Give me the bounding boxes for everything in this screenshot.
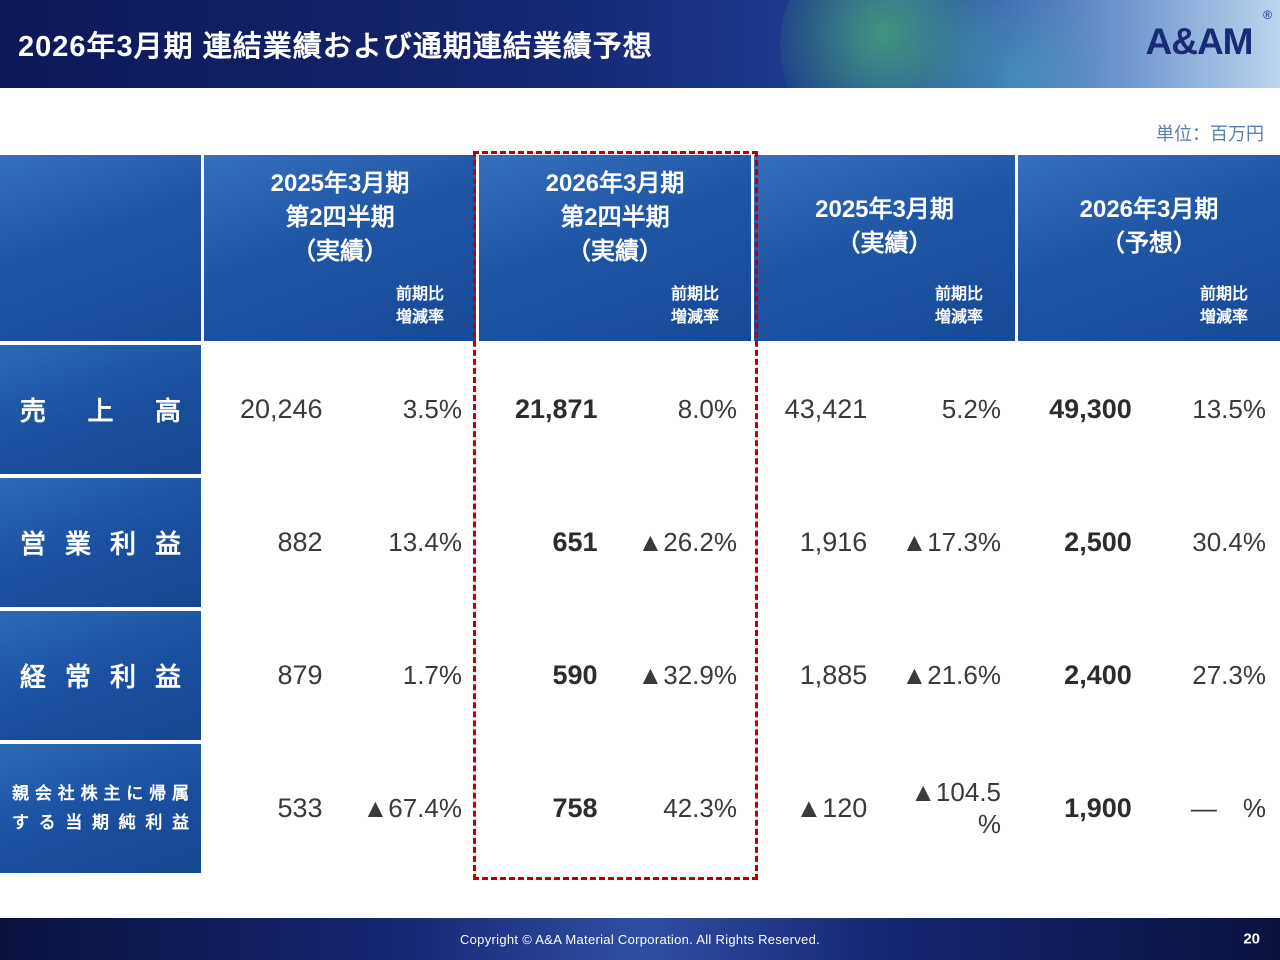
header-decoration-teal-circle bbox=[920, 0, 1110, 88]
unit-label: 単位：百万円 bbox=[1156, 124, 1264, 144]
value-cell: 43,421 bbox=[784, 394, 868, 424]
col-header-fy2026-full-forecast: 2026年3月期 （予想） 前期比 増減率 bbox=[1018, 155, 1280, 341]
pct-cell: ▲67.4% bbox=[362, 792, 462, 823]
value-cell: 879 bbox=[277, 660, 323, 690]
col-sublabel-yoy: 前期比 増減率 bbox=[1199, 286, 1248, 326]
logo-text: A&AM bbox=[1145, 21, 1254, 62]
row-label-text: 親会社株主に帰属 する当期純利益 bbox=[12, 783, 189, 832]
cell-group-highlighted: 590 ▲32.9% bbox=[479, 611, 751, 740]
pct-cell: 13.5% bbox=[1192, 393, 1266, 424]
table-row-net-sales: 売 上 高 20,246 3.5% 21,871 8.0% 43,421 5.2… bbox=[0, 345, 1280, 474]
row-label-ordinary-income: 経 常 利 益 bbox=[0, 611, 201, 740]
pct-cell: ▲104.5 % bbox=[910, 777, 1001, 839]
table-header-row: 2025年3月期 第2四半期 （実績） 前期比 増減率 2026年3月期 第2四… bbox=[0, 155, 1280, 341]
row-label-text: 経 常 利 益 bbox=[20, 662, 181, 692]
title-bar: 2026年3月期 連結業績および通期連結業績予想 A&AM ® bbox=[0, 0, 1280, 88]
value-cell: 590 bbox=[552, 660, 598, 690]
header-decoration-green-circle bbox=[780, 0, 1010, 88]
pct-cell: ▲21.6% bbox=[901, 659, 1001, 690]
cell-group: 1,885 ▲21.6% bbox=[754, 611, 1015, 740]
row-label-text: 営 業 利 益 bbox=[20, 529, 181, 559]
value-cell: 20,246 bbox=[239, 394, 323, 424]
value-cell: 2,400 bbox=[1064, 660, 1132, 690]
col-sublabel-yoy: 前期比 増減率 bbox=[395, 286, 444, 326]
table-row-net-income: 親会社株主に帰属 する当期純利益 533 ▲67.4% 758 42.3% ▲1… bbox=[0, 744, 1280, 873]
pct-cell: ▲32.9% bbox=[637, 659, 737, 690]
cell-group-highlighted: 21,871 8.0% bbox=[479, 345, 751, 474]
table-row-operating-income: 営 業 利 益 882 13.4% 651 ▲26.2% 1,916 ▲17.3… bbox=[0, 478, 1280, 607]
cell-group: 49,300 13.5% bbox=[1018, 345, 1280, 474]
value-cell: 21,871 bbox=[514, 394, 598, 424]
page-number: 20 bbox=[1243, 930, 1260, 948]
col-header-fy2026-h1-actual: 2026年3月期 第2四半期 （実績） 前期比 増減率 bbox=[479, 155, 751, 341]
col-title: 2025年3月期 第2四半期 （実績） bbox=[270, 170, 410, 266]
col-sublabel-yoy: 前期比 増減率 bbox=[670, 286, 719, 326]
registered-trademark-icon: ® bbox=[1263, 8, 1272, 22]
value-cell: 758 bbox=[552, 793, 598, 823]
copyright-text: Copyright © A&A Material Corporation. Al… bbox=[459, 931, 821, 947]
pct-cell: ▲17.3% bbox=[901, 526, 1001, 557]
cell-group: 882 13.4% bbox=[204, 478, 476, 607]
value-cell: 882 bbox=[277, 527, 323, 557]
table-corner-cell bbox=[0, 155, 201, 341]
col-title: 2026年3月期 （予想） bbox=[1079, 196, 1219, 258]
cell-group: 1,900 ― % bbox=[1018, 744, 1280, 873]
row-label-text: 売 上 高 bbox=[20, 396, 181, 426]
cell-group: 43,421 5.2% bbox=[754, 345, 1015, 474]
col-title: 2026年3月期 第2四半期 （実績） bbox=[545, 170, 685, 266]
row-label-net-income: 親会社株主に帰属 する当期純利益 bbox=[0, 744, 201, 873]
col-sublabel-yoy: 前期比 増減率 bbox=[934, 286, 983, 326]
pct-cell: 13.4% bbox=[388, 526, 462, 557]
cell-group: ▲120 ▲104.5 % bbox=[754, 744, 1015, 873]
pct-cell: 1.7% bbox=[402, 659, 462, 690]
cell-group-highlighted: 758 42.3% bbox=[479, 744, 751, 873]
row-label-net-sales: 売 上 高 bbox=[0, 345, 201, 474]
table-row-ordinary-income: 経 常 利 益 879 1.7% 590 ▲32.9% 1,885 ▲21.6%… bbox=[0, 611, 1280, 740]
value-cell: ▲120 bbox=[795, 793, 868, 823]
value-cell: 651 bbox=[552, 527, 598, 557]
cell-group: 533 ▲67.4% bbox=[204, 744, 476, 873]
pct-cell: 5.2% bbox=[941, 393, 1001, 424]
value-cell: 1,885 bbox=[799, 660, 868, 690]
col-header-fy2025-full-actual: 2025年3月期 （実績） 前期比 増減率 bbox=[754, 155, 1015, 341]
value-cell: 2,500 bbox=[1064, 527, 1132, 557]
pct-cell: 27.3% bbox=[1192, 659, 1266, 690]
pct-cell: ― % bbox=[1190, 792, 1266, 823]
pct-cell: 30.4% bbox=[1192, 526, 1266, 557]
value-cell: 1,900 bbox=[1064, 793, 1132, 823]
pct-cell: 42.3% bbox=[663, 792, 737, 823]
pct-cell: ▲26.2% bbox=[637, 526, 737, 557]
row-label-operating-income: 営 業 利 益 bbox=[0, 478, 201, 607]
pct-cell: 3.5% bbox=[402, 393, 462, 424]
value-cell: 49,300 bbox=[1049, 394, 1132, 424]
pct-cell: 8.0% bbox=[677, 393, 737, 424]
cell-group: 2,500 30.4% bbox=[1018, 478, 1280, 607]
cell-group: 879 1.7% bbox=[204, 611, 476, 740]
value-cell: 1,916 bbox=[799, 527, 868, 557]
results-table: 2025年3月期 第2四半期 （実績） 前期比 増減率 2026年3月期 第2四… bbox=[0, 151, 1280, 880]
value-cell: 533 bbox=[277, 793, 323, 823]
company-logo: A&AM ® bbox=[1134, 8, 1273, 72]
cell-group: 20,246 3.5% bbox=[204, 345, 476, 474]
cell-group: 2,400 27.3% bbox=[1018, 611, 1280, 740]
footer-bar: Copyright © A&A Material Corporation. Al… bbox=[0, 918, 1280, 960]
slide-title: 2026年3月期 連結業績および通期連結業績予想 bbox=[18, 31, 653, 63]
col-header-fy2025-h1-actual: 2025年3月期 第2四半期 （実績） 前期比 増減率 bbox=[204, 155, 476, 341]
cell-group: 1,916 ▲17.3% bbox=[754, 478, 1015, 607]
cell-group-highlighted: 651 ▲26.2% bbox=[479, 478, 751, 607]
col-title: 2025年3月期 （実績） bbox=[815, 196, 954, 258]
